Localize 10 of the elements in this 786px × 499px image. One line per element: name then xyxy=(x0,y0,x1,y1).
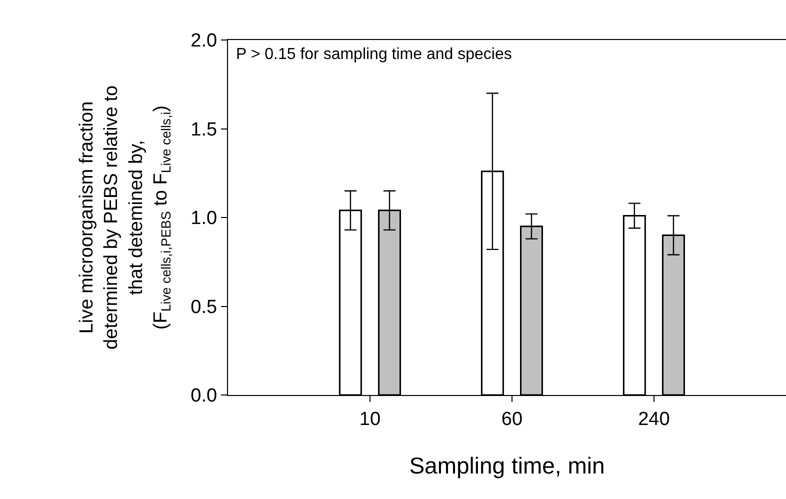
annotation: P > 0.15 for sampling time and species xyxy=(236,46,512,63)
y-tick-label: 1.0 xyxy=(190,208,218,230)
y-tick-label: 2.0 xyxy=(190,30,218,52)
x-tick-label: 10 xyxy=(359,408,381,430)
y-tick-label: 0.5 xyxy=(190,296,218,318)
x-tick-label: 240 xyxy=(638,408,670,430)
y-tick-label: 0.0 xyxy=(190,386,218,407)
x-tick-label: 60 xyxy=(501,408,523,430)
x-axis-title: Sampling time, min xyxy=(409,452,605,478)
y-tick-label: 1.5 xyxy=(190,119,218,140)
